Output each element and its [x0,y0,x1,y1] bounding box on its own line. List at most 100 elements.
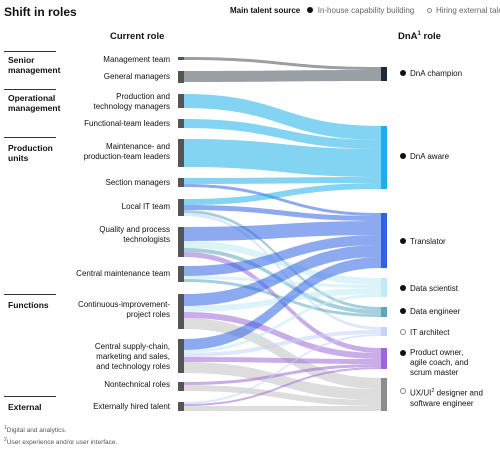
source-label-central-supply-chain: Central supply-chain, marketing and sales… [94,342,170,371]
source-label-maintenance-leaders: Maintenance- and production-team leaders [83,142,170,161]
flow-central-supply-chain-to-translator [184,257,381,350]
source-label-management-team: Management team [103,55,170,64]
flow-quality-process-tech-to-data-scientist [184,241,381,285]
group-functions: Functions [8,300,49,310]
source-label-local-it-team: Local IT team [121,202,170,211]
source-node-central-supply-chain [178,339,184,373]
target-node-data-scientist [381,278,387,297]
flow-ci-project-roles-to-translator [184,245,381,306]
flow-general-managers-to-dna-champion [184,70,381,82]
source-node-local-it-team [178,199,184,216]
flow-prod-tech-managers-to-dna-aware [184,94,381,140]
target-label-translator: Translator [400,237,498,247]
legend-filled-dot-icon [307,7,314,13]
flow-section-managers-to-dna-aware [184,177,381,184]
flow-mgmt-team-to-dna-champion [184,57,381,70]
chart-title: Shift in roles [4,5,77,19]
dna-role-header-suffix: role [420,31,441,43]
source-node-section-managers [178,178,184,187]
flow-external-talent-to-it-architect [184,334,381,404]
footnote-1: 1Digital and analytics. [4,425,67,435]
group-external: External [8,402,42,412]
flow-external-talent-to-product-owner [184,367,381,406]
source-label-nontechnical-roles: Nontechnical roles [104,380,170,389]
flow-central-supply-chain-to-ux-designer [184,362,381,400]
target-label-dna-aware: DnA aware [400,152,498,162]
target-label-ux-designer: UX/UI2 designer and software engineer [400,386,498,409]
dna-role-header-prefix: DnA [398,31,418,43]
source-node-mgmt-team [178,57,184,60]
flow-central-maintenance-to-translator [184,235,381,276]
group-operational-management: Operational management [8,93,61,113]
legend-inhouse-label: In-house capability building [317,6,415,15]
divider-production [4,137,56,138]
flow-functional-team-leaders-to-dna-aware [184,119,381,149]
flow-central-supply-chain-to-product-owner [184,357,381,364]
flow-ci-project-roles-to-product-owner [184,312,381,359]
target-it-architect-hollow-dot-icon [400,329,406,335]
target-label-data-engineer: Data engineer [400,307,498,317]
source-node-general-managers [178,71,184,83]
target-translator-dot-icon [400,238,406,244]
flow-ci-project-roles-to-ux-designer [184,318,381,389]
target-ux-designer-hollow-dot-icon [400,388,406,394]
source-label-ci-project-roles: Continuous-improvement-project roles [77,300,170,319]
flow-section-managers-to-translator [184,184,381,216]
source-node-maintenance-leaders [178,139,184,167]
target-node-translator [381,213,387,268]
target-node-dna-champion [381,67,387,81]
flow-central-maintenance-to-data-scientist [184,276,381,288]
source-node-ci-project-roles [178,294,184,329]
legend-external-label: Hiring external talent [435,6,500,15]
target-label-dna-champion: DnA champion [400,69,498,79]
legend-title: Main talent source [230,6,301,15]
flow-local-it-team-to-translator [184,205,381,221]
current-role-header: Current role [110,31,165,42]
target-data-engineer-dot-icon [400,308,406,314]
target-dna-champion-dot-icon [400,70,406,76]
flow-maintenance-leaders-to-dna-aware [184,139,381,177]
divider-operational [4,89,56,90]
target-node-data-engineer [381,307,387,317]
source-node-quality-process-tech [178,227,184,257]
target-node-it-architect [381,327,387,336]
divider-senior [4,51,56,52]
dna-role-header-sup: 1 [417,31,421,37]
flow-central-supply-chain-to-it-architect [184,330,381,357]
group-senior-management: Senior management [8,55,61,75]
source-node-external-talent [178,402,184,411]
divider-functions [4,294,56,295]
target-node-product-owner [381,348,387,369]
source-label-quality-process-technologists: Quality and process technologists [99,225,170,244]
target-node-ux-designer [381,378,387,411]
legend-hollow-dot-icon [426,8,432,13]
flow-nontechnical-roles-to-ux-designer [184,385,381,406]
source-label-functional-team-leaders: Functional-team leaders [84,119,170,128]
source-label-externally-hired-talent: Externally hired talent [93,402,170,411]
flow-nontechnical-roles-to-product-owner [184,364,381,385]
source-node-central-maintenance [178,266,184,282]
source-node-nontechnical-roles [178,382,184,391]
target-data-scientist-dot-icon [400,285,406,291]
target-product-owner-dot-icon [400,350,406,356]
source-label-production-technology-managers: Production and technology managers [93,92,171,111]
source-label-central-maintenance-team: Central maintenance team [76,269,170,278]
source-label-general-managers: General managers [103,72,170,81]
target-label-product-owner: Product owner, agile coach, and scrum mast… [400,348,498,378]
target-label-data-scientist: Data scientist [400,284,498,294]
target-label-it-architect: IT architect [400,328,498,338]
target-node-dna-aware [381,126,387,189]
flow-local-it-team-to-dna-aware [184,183,381,205]
divider-external [4,396,56,397]
target-dna-aware-dot-icon [400,153,406,159]
source-node-prod-tech-managers [178,94,184,108]
source-node-functional-team-leaders [178,119,184,128]
flow-quality-process-tech-to-translator [184,221,381,241]
dna-role-header: DnA1 role [398,31,441,42]
footnotes: 1Digital and analytics. 2User experience… [4,424,117,447]
source-label-section-managers: Section managers [105,178,170,187]
legend: Main talent source In-house capability b… [230,6,500,15]
flow-central-supply-chain-to-data-scientist [184,294,381,353]
footnote-2: 2User experience and/or user interface. [4,436,118,446]
